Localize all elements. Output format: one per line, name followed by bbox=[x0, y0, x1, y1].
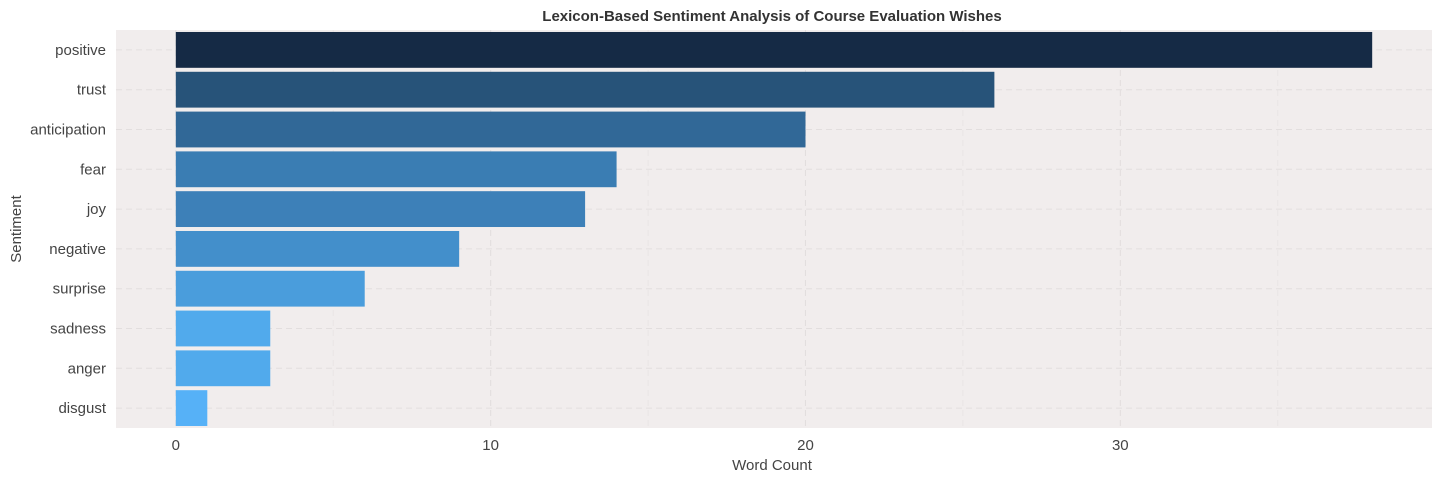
bar-trust bbox=[175, 71, 995, 108]
y-tick-label-trust: trust bbox=[77, 82, 107, 99]
bar-anticipation bbox=[175, 111, 806, 148]
bar-disgust bbox=[175, 390, 208, 427]
chart-title: Lexicon-Based Sentiment Analysis of Cour… bbox=[542, 8, 1001, 25]
bar-positive bbox=[175, 31, 1373, 68]
y-tick-label-sadness: sadness bbox=[50, 321, 106, 338]
x-tick-label-30: 30 bbox=[1112, 437, 1129, 454]
bar-joy bbox=[175, 191, 586, 228]
bar-fear bbox=[175, 151, 617, 188]
y-tick-label-surprise: surprise bbox=[53, 281, 106, 298]
y-tick-label-anticipation: anticipation bbox=[30, 122, 106, 139]
x-tick-label-20: 20 bbox=[797, 437, 814, 454]
y-tick-labels: positive trust anticipation fear joy negative… bbox=[30, 42, 107, 417]
y-tick-label-anger: anger bbox=[68, 360, 106, 377]
y-tick-label-positive: positive bbox=[55, 42, 106, 59]
y-tick-label-fear: fear bbox=[80, 161, 106, 178]
x-tick-label-10: 10 bbox=[482, 437, 499, 454]
y-tick-label-disgust: disgust bbox=[58, 400, 106, 417]
bar-surprise bbox=[175, 270, 365, 307]
bars bbox=[175, 31, 1373, 427]
y-axis-label: Sentiment bbox=[8, 194, 25, 262]
x-axis-label: Word Count bbox=[732, 457, 813, 474]
y-tick-label-joy: joy bbox=[86, 201, 107, 218]
x-tick-labels: 0 10 20 30 bbox=[172, 437, 1129, 454]
bar-negative bbox=[175, 230, 460, 267]
bar-anger bbox=[175, 350, 271, 387]
bar-sadness bbox=[175, 310, 271, 347]
x-tick-label-0: 0 bbox=[172, 437, 180, 454]
y-tick-label-negative: negative bbox=[49, 241, 106, 258]
